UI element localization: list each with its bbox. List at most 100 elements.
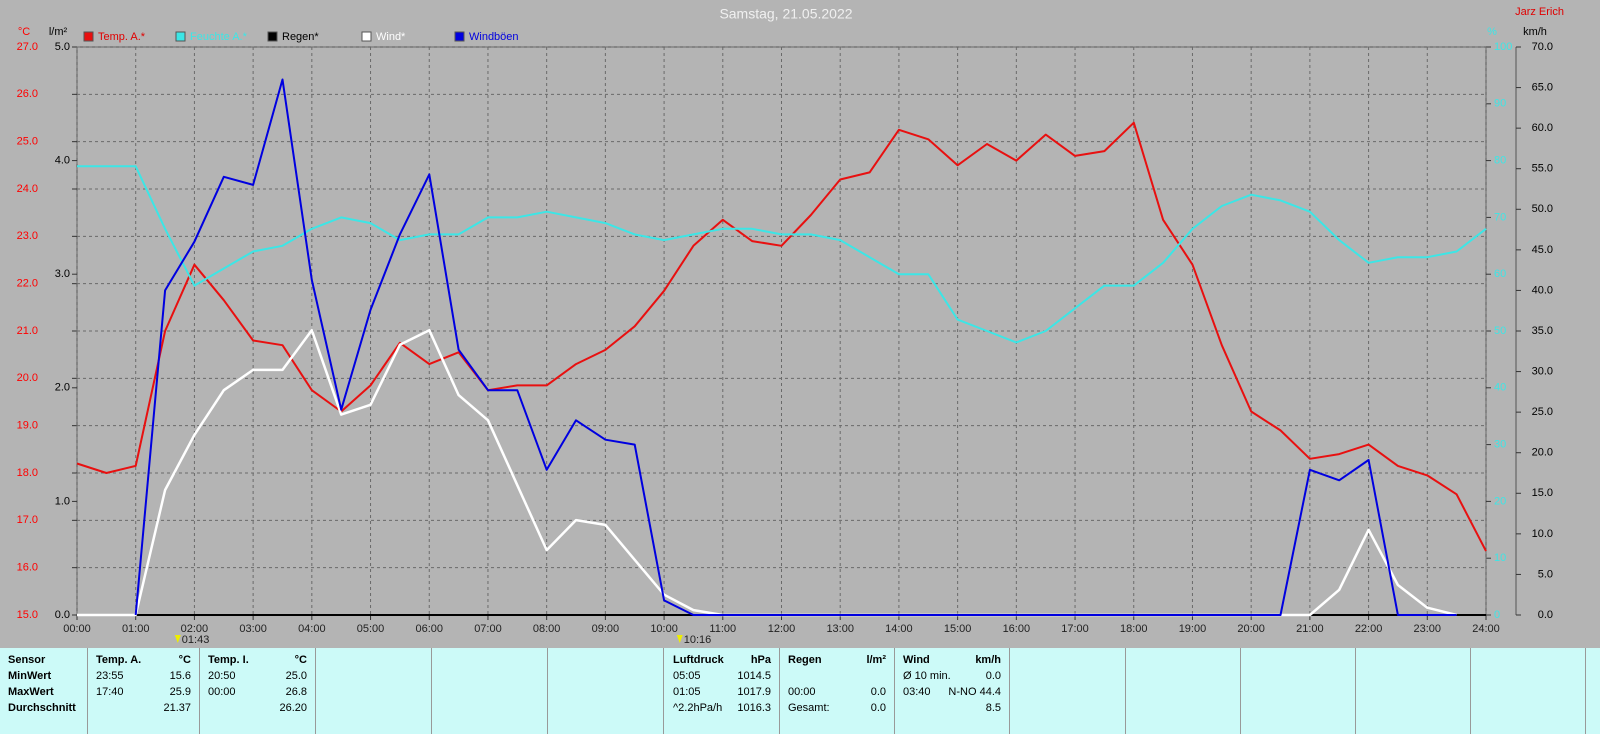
stats-cell: MinWert (8, 670, 52, 682)
header-cell: Regen (788, 654, 822, 666)
legend-label: Feuchte A.* (190, 31, 248, 43)
x-tick-label: 08:00 (533, 623, 561, 635)
x-tick-label: 24:00 (1472, 623, 1500, 635)
stats-column: Sensor MinWert MaxWert Durchschnitt (0, 648, 88, 734)
stats-cell: 1014.5 (737, 670, 771, 682)
stats-row: 23:55 15.6 (96, 670, 191, 686)
x-tick-label: 10:00 (650, 623, 678, 635)
x-tick-label: 04:00 (298, 623, 326, 635)
stats-row: Durchschnitt (8, 702, 79, 718)
stats-cell: Durchschnitt (8, 702, 76, 714)
stats-row: 03:40 N-NO 44.4 (903, 686, 1001, 702)
header-cell: °C (294, 654, 307, 666)
stats-cell: 1017.9 (737, 686, 771, 698)
column-header: Wind km/h (903, 654, 1001, 670)
legend-label: Wind* (376, 31, 406, 43)
x-tick-label: 05:00 (357, 623, 385, 635)
x-tick-label: 07:00 (474, 623, 502, 635)
y-tick-label: 1.0 (55, 495, 70, 507)
legend-swatch (361, 31, 372, 42)
stats-cell: 00:00 (788, 686, 816, 698)
y-tick-label: 15.0 (1532, 487, 1553, 499)
stats-cell: Ø 10 min. (903, 670, 951, 682)
header-cell: Luftdruck (673, 654, 724, 666)
y-tick-label: 5.0 (55, 41, 70, 53)
annotation: 10:16 (684, 634, 712, 646)
x-tick-label: 02:00 (181, 623, 209, 635)
y-tick-label: 65.0 (1532, 81, 1553, 93)
legend-swatch (267, 31, 278, 42)
empty-panel (1240, 648, 1356, 734)
y-tick-label: 45.0 (1532, 244, 1553, 256)
legend-swatch (83, 31, 94, 42)
empty-panel (1355, 648, 1471, 734)
stats-row: Ø 10 min. 0.0 (903, 670, 1001, 686)
stats-cell: 17:40 (96, 686, 124, 698)
stats-row: 01:05 1017.9 (673, 686, 771, 702)
y-tick-label: 60 (1494, 268, 1506, 280)
stats-cell: 0.0 (985, 670, 1001, 682)
legend-label: Regen* (282, 31, 319, 43)
x-tick-label: 03:00 (239, 623, 267, 635)
y-tick-label: 22.0 (17, 278, 38, 290)
stats-row: MaxWert (8, 686, 79, 702)
legend-swatch (175, 31, 186, 42)
annotation-marker (174, 635, 181, 643)
stats-cell: Gesamt: (788, 702, 830, 714)
x-tick-label: 14:00 (885, 623, 913, 635)
x-tick-label: 15:00 (944, 623, 972, 635)
empty-panel (1125, 648, 1241, 734)
stats-row: Gesamt: 0.0 (788, 702, 886, 718)
stats-cell: 21.37 (163, 702, 191, 714)
stats-column: Temp. I. °C 20:50 25.0 00:00 26.8 26.20 (200, 648, 316, 734)
chart: Samstag, 21.05.2022 Jarz Erich °C 15.0 16.… (17, 6, 1564, 646)
y-tick-label: 20.0 (1532, 447, 1553, 459)
y-tick-label: 40.0 (1532, 284, 1553, 296)
legend-label: Windböen (469, 31, 519, 43)
empty-panel (1470, 648, 1586, 734)
y-tick-label: 40 (1494, 382, 1506, 394)
y-tick-label: 100 (1494, 41, 1512, 53)
y-tick-label: 90 (1494, 98, 1506, 110)
stats-row: 00:00 26.8 (208, 686, 307, 702)
y-tick-label: 23.0 (17, 230, 38, 242)
x-tick-label: 16:00 (1003, 623, 1031, 635)
stats-cell: N-NO 44.4 (948, 686, 1001, 698)
y-tick-label: 0 (1494, 609, 1500, 621)
header-cell: l/m² (866, 654, 886, 666)
x-tick-label: 06:00 (415, 623, 443, 635)
y-tick-label: 55.0 (1532, 163, 1553, 175)
stats-cell: 15.6 (169, 670, 191, 682)
stats-row: 21.37 (96, 702, 191, 718)
column-header: Regen l/m² (788, 654, 886, 670)
y-tick-label: 5.0 (1538, 568, 1553, 580)
stats-row: 20:50 25.0 (208, 670, 307, 686)
stats-row: MinWert (8, 670, 79, 686)
y-tick-label: 19.0 (17, 420, 38, 432)
stats-row: ^2.2hPa/h 1016.3 (673, 702, 771, 718)
y-tick-label: 27.0 (17, 41, 38, 53)
column-header: Sensor (8, 654, 79, 670)
stats-cell: 8.5 (985, 702, 1001, 714)
stats-cell: 1016.3 (737, 702, 771, 714)
y-tick-label: 25.0 (1532, 406, 1553, 418)
y-tick-label: 4.0 (55, 155, 70, 167)
y-tick-label: 2.0 (55, 382, 70, 394)
header-cell: Temp. A. (96, 654, 142, 666)
empty-panel (548, 648, 664, 734)
stats-cell: 26.20 (279, 702, 307, 714)
stats-cell: 25.9 (169, 686, 191, 698)
y-tick-label: 16.0 (17, 562, 38, 574)
y-tick-label: 3.0 (55, 268, 70, 280)
y-tick-label: 50.0 (1532, 203, 1553, 215)
x-tick-label: 11:00 (709, 623, 736, 635)
axis-unit: l/m² (49, 26, 68, 38)
series-line (76, 121, 1487, 552)
rows: Ø 10 min. 0.0 03:40 N-NO 44.4 8.5 (903, 670, 1001, 718)
stats-cell: 03:40 (903, 686, 931, 698)
column-header: Temp. A. °C (96, 654, 191, 670)
x-tick-label: 21:00 (1296, 623, 1324, 635)
empty-panel (432, 648, 548, 734)
column-header: Luftdruck hPa (673, 654, 771, 670)
